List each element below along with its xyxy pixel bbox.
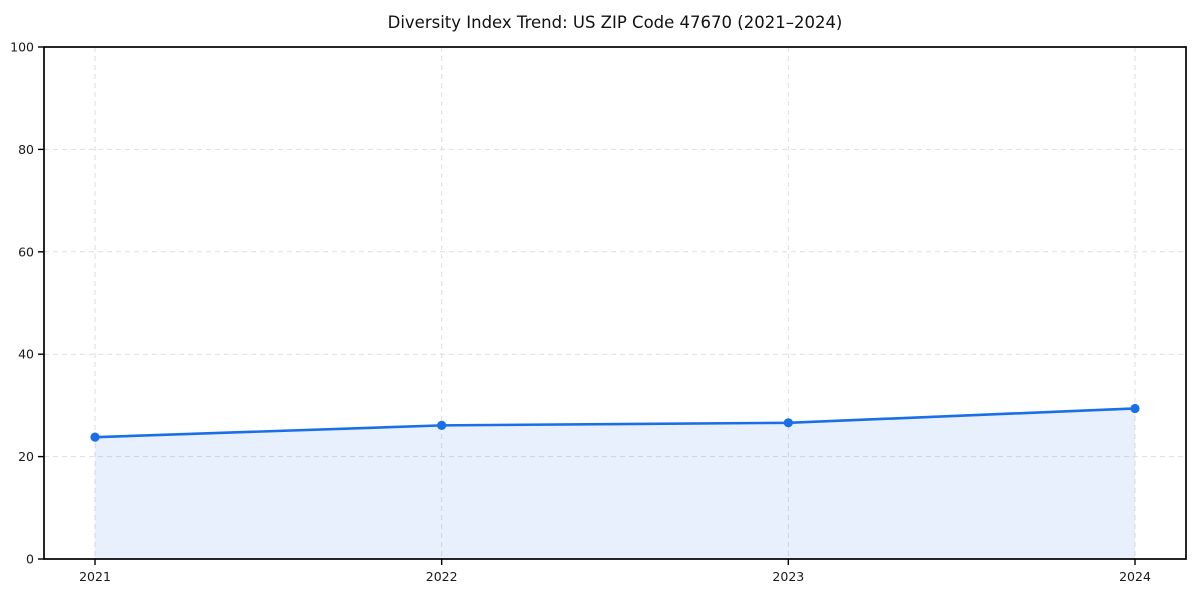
chart-title: Diversity Index Trend: US ZIP Code 47670… [387,13,843,32]
x-tick-label: 2023 [772,569,804,584]
plot-frame [43,46,1187,560]
data-point [783,418,793,428]
data-point [1130,403,1140,414]
data-point [437,420,447,430]
area-fill [95,408,1135,559]
y-tick-label: 20 [18,449,34,464]
y-tick-label: 80 [18,142,34,157]
y-tick-label: 0 [26,552,34,567]
x-tick-label: 2024 [1119,569,1151,584]
y-tick-label: 40 [18,347,34,362]
x-tick-label: 2021 [79,569,111,584]
trend-line [93,407,1137,439]
y-tick-label: 100 [10,40,34,55]
data-point [90,432,100,442]
x-tick-label: 2022 [426,569,458,584]
y-tick-label: 60 [18,244,34,259]
